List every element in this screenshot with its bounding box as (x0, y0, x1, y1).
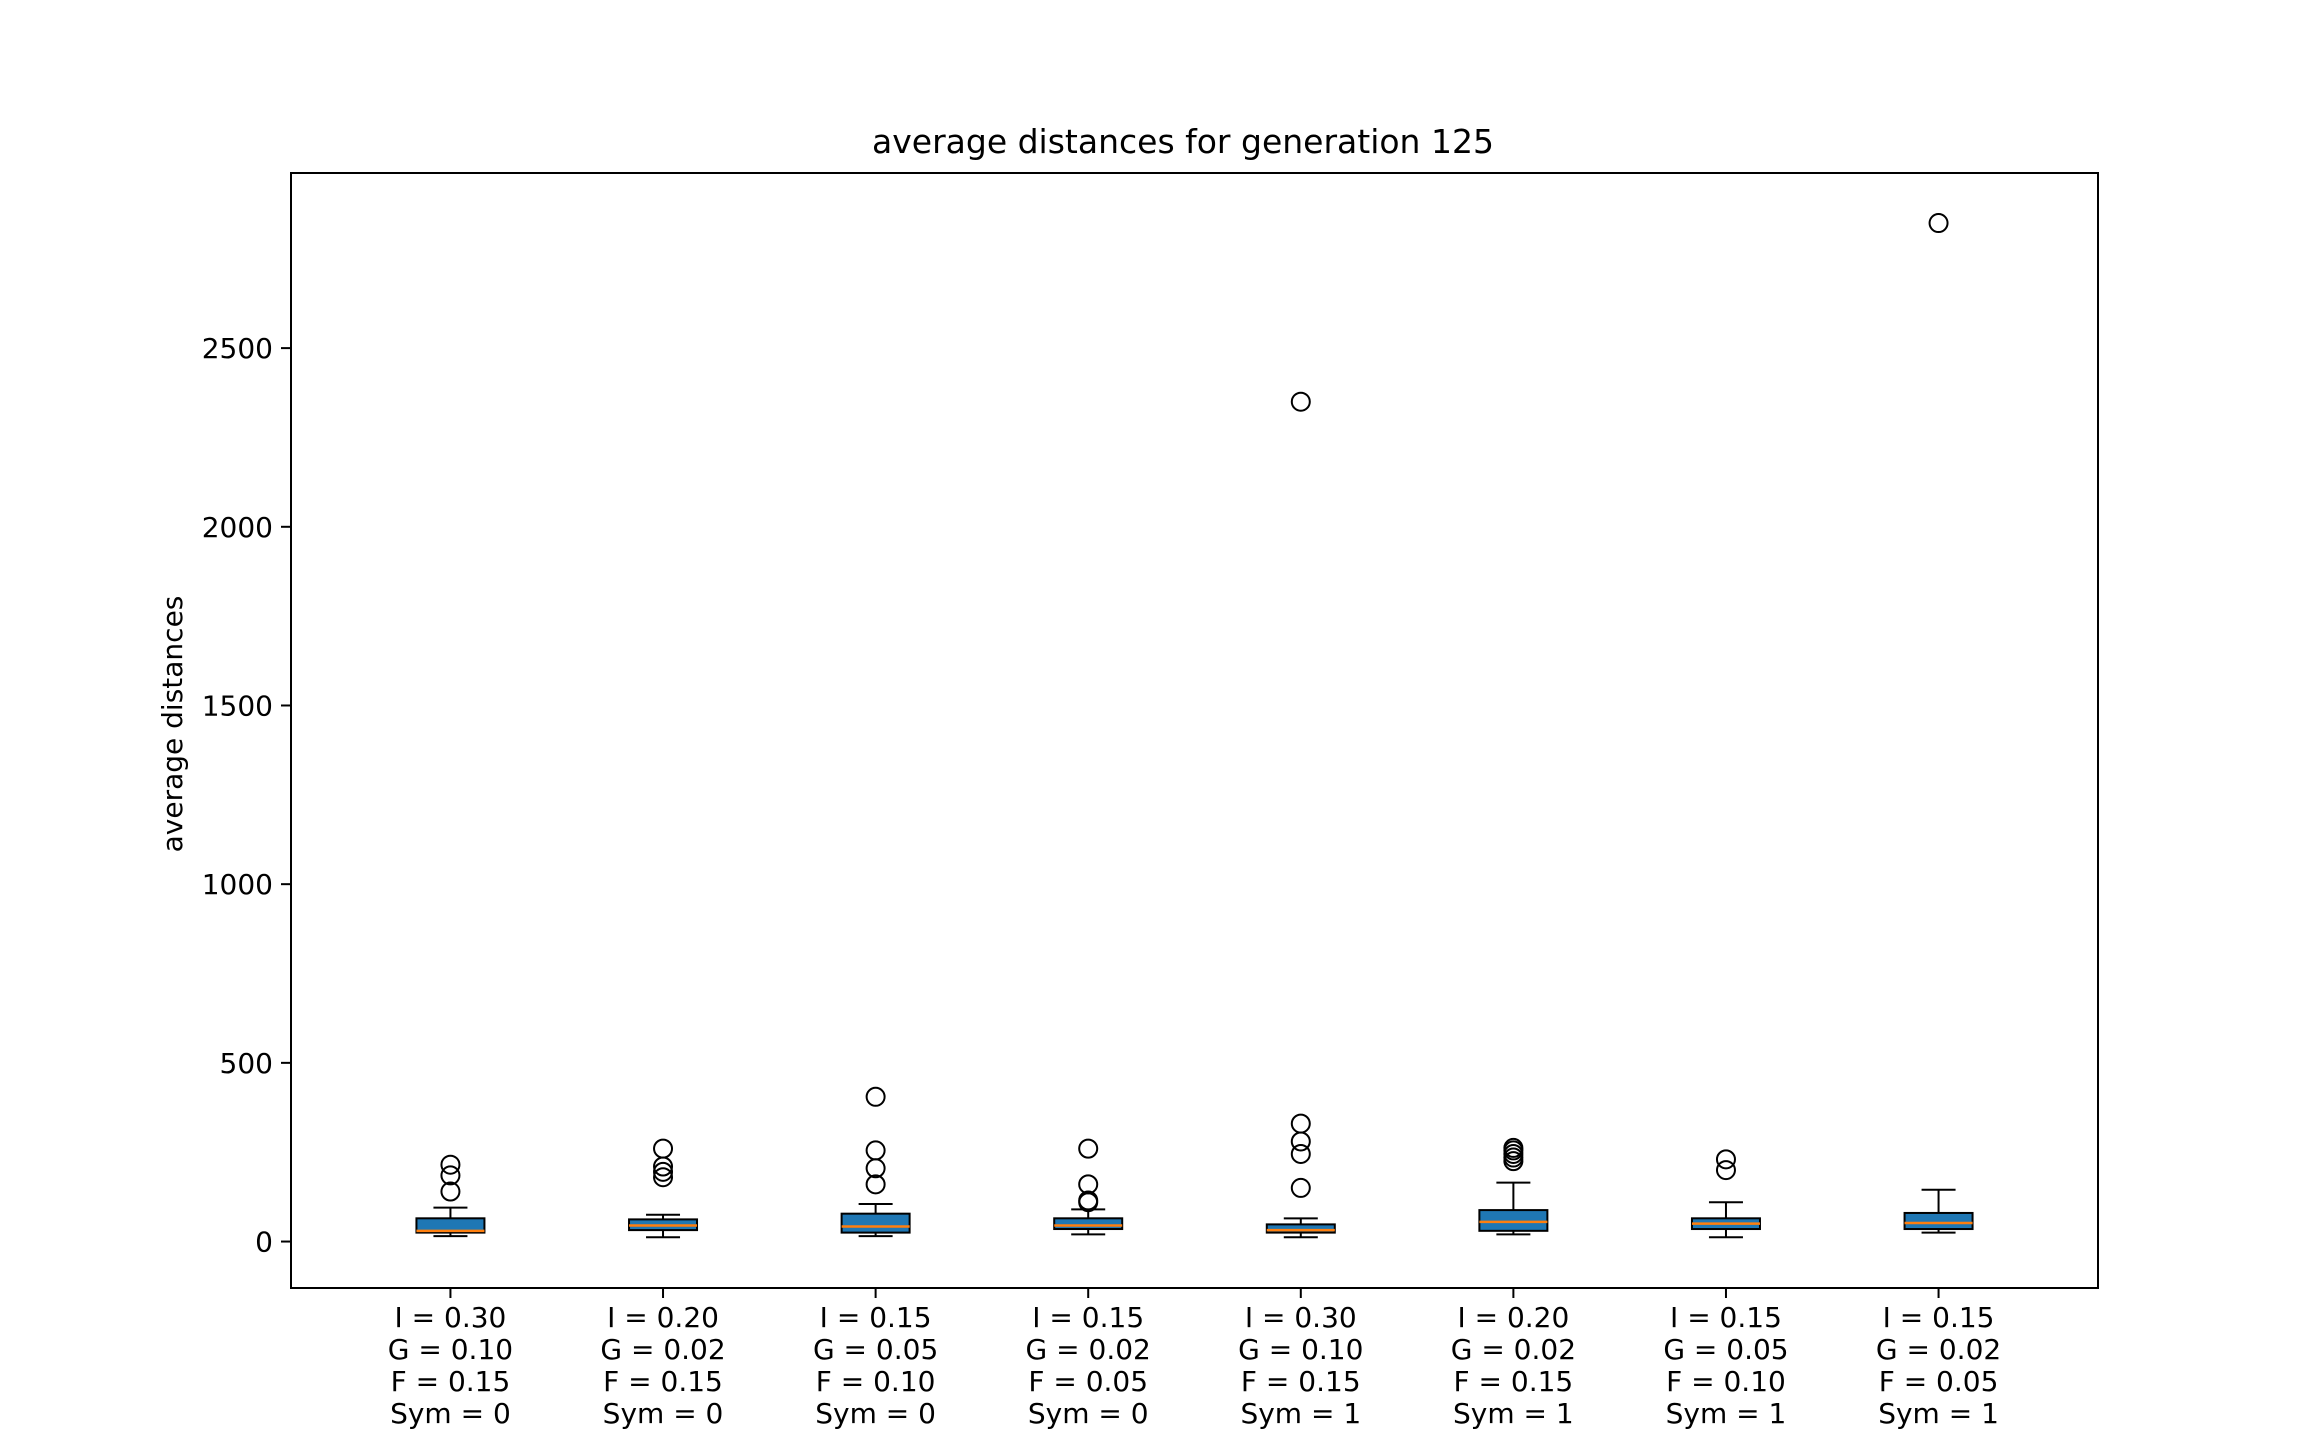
outlier-point (865, 1086, 886, 1107)
x-tick-label: I = 0.15 G = 0.02 F = 0.05 Sym = 1 (1876, 1301, 2001, 1430)
x-tick-label: I = 0.15 G = 0.05 F = 0.10 Sym = 1 (1663, 1301, 1788, 1430)
y-axis-label: average distances (156, 596, 189, 853)
y-tick-label: 1500 (202, 689, 273, 722)
iqr-box (1478, 1209, 1549, 1232)
iqr-box (1903, 1211, 1974, 1231)
box-group (840, 1086, 911, 1238)
x-tick-labels: I = 0.30 G = 0.10 F = 0.15 Sym = 0I = 0.20 G… (388, 1288, 2001, 1430)
iqr-box (1053, 1217, 1124, 1231)
axes-layer: 0 500 1000 1500 2000 2500 (202, 332, 291, 1259)
x-tick-label-line: G = 0.10 (1238, 1333, 1363, 1366)
x-tick-label-line: F = 0.10 (1666, 1365, 1786, 1398)
y-tick-label: 2000 (202, 511, 273, 544)
x-tick-label-line: Sym = 0 (1028, 1397, 1149, 1430)
x-tick-label-line: Sym = 0 (390, 1397, 511, 1430)
box-group (1053, 1138, 1124, 1236)
outlier-point (653, 1138, 674, 1159)
y-tick-label: 2500 (202, 332, 273, 365)
x-tick-label-line: F = 0.10 (816, 1365, 936, 1398)
x-tick-label-line: Sym = 1 (1453, 1397, 1574, 1430)
outlier-point (1078, 1174, 1099, 1195)
x-tick-label-line: G = 0.02 (1876, 1333, 2001, 1366)
iqr-box (1265, 1223, 1336, 1234)
outlier-point (1290, 1177, 1311, 1198)
outlier-point (1503, 1137, 1524, 1158)
outlier-point (440, 1181, 461, 1202)
outlier-point (865, 1174, 886, 1195)
y-tick-label: 0 (255, 1226, 273, 1259)
outlier-point (1078, 1138, 1099, 1159)
x-tick-label-line: I = 0.15 (1883, 1301, 1995, 1334)
x-tick-label-line: Sym = 0 (603, 1397, 724, 1430)
x-tick-label-line: I = 0.15 (1670, 1301, 1782, 1334)
x-tick-label: I = 0.15 G = 0.05 F = 0.10 Sym = 0 (813, 1301, 938, 1430)
x-tick-label-line: I = 0.30 (1245, 1301, 1357, 1334)
outlier-point (1715, 1160, 1736, 1181)
outlier-point (440, 1154, 461, 1175)
box-group (628, 1138, 699, 1239)
x-tick-label-line: Sym = 0 (815, 1397, 936, 1430)
outlier-point (653, 1167, 674, 1188)
x-tick-label-line: F = 0.15 (1241, 1365, 1361, 1398)
plot-frame (290, 172, 2099, 1289)
x-tick-label-line: F = 0.15 (1454, 1365, 1574, 1398)
box-group (1903, 213, 1974, 1234)
outlier-point (1290, 1143, 1311, 1164)
outlier-point (1290, 1131, 1311, 1152)
box-group (1690, 1149, 1761, 1239)
x-tick-label-line: I = 0.15 (1032, 1301, 1144, 1334)
x-tick-label: I = 0.20 G = 0.02 F = 0.15 Sym = 1 (1451, 1301, 1576, 1430)
x-tick-label-line: G = 0.05 (813, 1333, 938, 1366)
x-tick-label-line: G = 0.02 (600, 1333, 725, 1366)
x-tick-label-line: F = 0.15 (603, 1365, 723, 1398)
x-tick-label-line: G = 0.02 (1451, 1333, 1576, 1366)
outlier-point (1928, 213, 1949, 234)
x-tick-label-line: Sym = 1 (1878, 1397, 1999, 1430)
x-tick-label: I = 0.30 G = 0.10 F = 0.15 Sym = 1 (1238, 1301, 1363, 1430)
y-tick-label: 1000 (202, 868, 273, 901)
x-tick-label: I = 0.30 G = 0.10 F = 0.15 Sym = 0 (388, 1301, 513, 1430)
iqr-box (840, 1212, 911, 1234)
boxes-layer (415, 213, 1974, 1239)
x-tick-label-line: I = 0.15 (820, 1301, 932, 1334)
x-tick-label-line: I = 0.20 (607, 1301, 719, 1334)
x-tick-label-line: Sym = 1 (1240, 1397, 1361, 1430)
outlier-point (1078, 1190, 1099, 1211)
x-tick-label-line: I = 0.30 (395, 1301, 507, 1334)
iqr-box (415, 1217, 486, 1234)
chart-title: average distances for generation 125 (872, 122, 1494, 161)
y-tick-label: 500 (220, 1047, 273, 1080)
x-tick-label: I = 0.15 G = 0.02 F = 0.05 Sym = 0 (1026, 1301, 1151, 1430)
box-group (1265, 391, 1336, 1239)
x-tick-label-line: F = 0.05 (1028, 1365, 1148, 1398)
x-tick-label: I = 0.20 G = 0.02 F = 0.15 Sym = 0 (600, 1301, 725, 1430)
x-tick-label-line: I = 0.20 (1457, 1301, 1569, 1334)
x-tick-label-line: Sym = 1 (1666, 1397, 1787, 1430)
x-tick-label-line: G = 0.02 (1026, 1333, 1151, 1366)
x-tick-label-line: G = 0.10 (388, 1333, 513, 1366)
outlier-point (1290, 1113, 1311, 1134)
box-group (415, 1154, 486, 1238)
outlier-point (653, 1161, 674, 1182)
outlier-point (1290, 391, 1311, 412)
outlier-point (865, 1140, 886, 1161)
x-tick-label-line: F = 0.15 (391, 1365, 511, 1398)
x-tick-label-line: G = 0.05 (1663, 1333, 1788, 1366)
outlier-point (440, 1165, 461, 1186)
box-group (1478, 1137, 1549, 1236)
x-tick-label-line: F = 0.05 (1879, 1365, 1999, 1398)
outlier-point (1715, 1149, 1736, 1170)
